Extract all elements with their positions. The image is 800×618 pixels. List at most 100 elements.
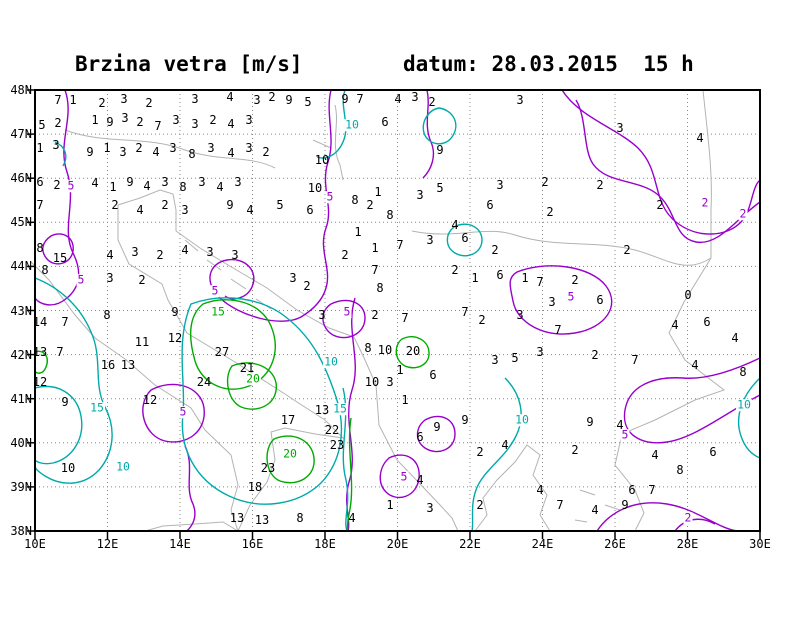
y-tick-label: 38N [10,524,32,538]
contour-label: 20 [282,446,298,461]
y-tick-label: 41N [10,391,32,406]
station-value: 9 [621,498,629,512]
station-value: 7 [631,353,639,367]
station-value: 9 [586,415,594,429]
map-frame [34,89,761,532]
contour-line [226,362,277,410]
station-value: 7 [56,345,64,359]
contour-label: 2 [683,510,693,525]
contour-label: 20 [245,371,261,386]
contour-line [575,99,761,243]
x-tick-label: 16E [241,537,264,551]
station-value: 24 [196,375,212,389]
contour-line [346,417,353,532]
station-value: 1 [109,180,117,194]
station-value: 1 [471,271,479,285]
x-tick-label: 28E [676,537,699,551]
station-value: 2 [541,175,549,189]
y-tick-label: 40N [10,435,32,450]
station-value: 3 [516,308,524,322]
contour-label: 10 [514,412,530,427]
contour-line [322,299,366,339]
station-value: 2 [262,145,270,159]
station-value: 8 [386,208,394,222]
station-value: 13 [120,358,136,372]
station-value: 7 [401,311,409,325]
station-value: 6 [306,203,314,217]
station-value: 4 [106,248,114,262]
contour-label: 10 [323,354,339,369]
station-value: 3 [318,308,326,322]
contour-label: 15 [332,401,348,416]
station-value: 10 [60,461,76,475]
contour-line [266,435,315,484]
contour-line [737,377,761,459]
station-value: 18 [247,480,263,494]
contour-label: 5 [66,178,76,193]
station-value: 5 [436,181,444,195]
station-value: 4 [501,438,509,452]
x-tick-label: 10E [24,537,46,551]
station-value: 4 [536,483,544,497]
station-value: 9 [436,143,444,157]
station-value: 4 [227,146,235,160]
station-value: 6 [429,368,437,382]
station-value: 9 [106,115,114,129]
station-value: 4 [671,318,679,332]
contour-label: 5 [342,304,352,319]
station-value: 15 [52,251,68,265]
station-value: 3 [496,178,504,192]
station-value: 4 [731,331,739,345]
station-value: 2 [596,178,604,192]
station-value: 8 [179,180,187,194]
station-value: 2 [54,116,62,130]
coastline-path [411,230,712,266]
station-value: 12 [32,375,48,389]
y-tick-label: 48N [10,83,32,97]
chart-datetime: datum: 28.03.2015 15 h [403,52,694,76]
y-tick-label: 42N [10,347,32,362]
station-value: 4 [227,117,235,131]
contour-line [34,385,83,465]
station-value: 2 [656,198,664,212]
station-value: 3 [426,233,434,247]
contour-label: 5 [620,427,630,442]
station-value: 3 [231,248,239,262]
station-value: 3 [172,113,180,127]
station-value: 13 [32,345,48,359]
station-value: 2 [135,141,143,155]
station-value: 5 [38,118,46,132]
coastline-path [574,519,588,523]
station-value: 7 [536,275,544,289]
station-value: 3 [416,188,424,202]
contour-label: 5 [76,272,86,287]
station-value: 6 [628,483,636,497]
x-tick-label: 18E [314,537,336,551]
contour-line [446,223,483,257]
station-value: 3 [386,375,394,389]
station-value: 11 [134,335,150,349]
contour-line [471,377,522,532]
station-value: 6 [486,198,494,212]
contour-label: 5 [325,189,335,204]
contour-line [416,415,456,453]
contour-line [509,265,613,335]
station-value: 6 [36,175,44,189]
x-tick-label: 30E [749,537,771,551]
station-value: 6 [461,231,469,245]
coastline-path [474,444,551,532]
station-value: 7 [461,305,469,319]
station-value: 6 [596,293,604,307]
station-value: 4 [616,418,624,432]
station-value: 4 [394,92,402,106]
coastline-path [117,205,286,395]
station-value: 23 [329,438,345,452]
station-value: 8 [188,147,196,161]
station-value: 2 [156,248,164,262]
station-value: 3 [253,93,261,107]
station-value: 9 [461,413,469,427]
station-value: 5 [304,95,312,109]
station-value: 7 [356,92,364,106]
station-value: 2 [366,198,374,212]
